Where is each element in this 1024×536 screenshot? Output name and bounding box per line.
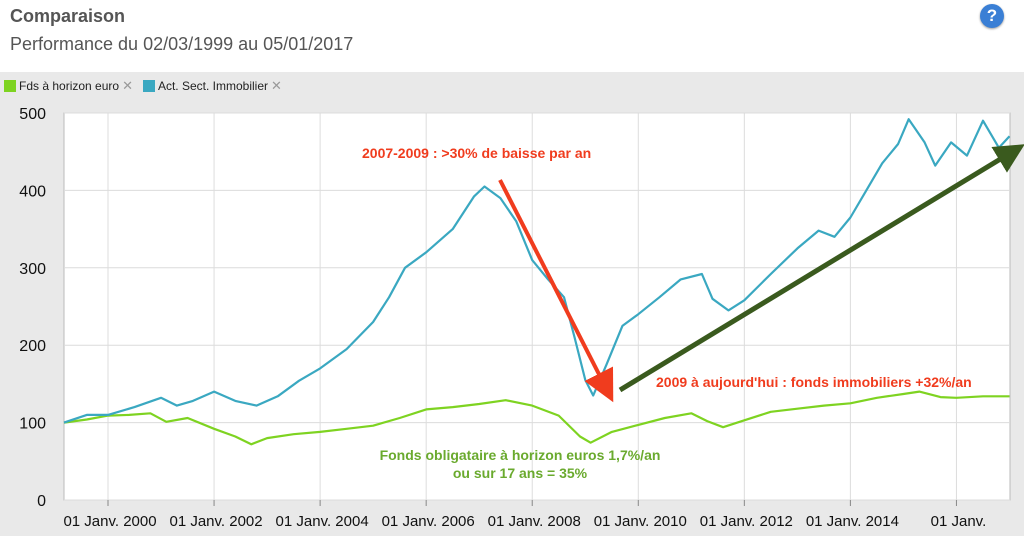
x-tick-label: 01 Janv. xyxy=(931,513,987,530)
x-tick-label: 01 Janv. 2000 xyxy=(63,513,156,530)
y-tick-label: 100 xyxy=(19,416,46,433)
series-line-bonds xyxy=(63,390,1010,446)
annotation-recovery: 2009 à aujourd'hui : fonds immobiliers +… xyxy=(656,374,972,390)
close-icon[interactable]: ✕ xyxy=(271,78,282,93)
legend: Fds à horizon euro ✕ Act. Sect. Immobili… xyxy=(4,78,292,94)
x-tick-label: 01 Janv. 2010 xyxy=(594,513,687,530)
legend-swatch-realestate xyxy=(142,80,155,92)
help-icon[interactable]: ? xyxy=(980,4,1004,28)
crash-arrow xyxy=(498,179,614,403)
annotation-bonds-line1: Fonds obligataire à horizon euros 1,7%/a… xyxy=(380,447,661,463)
y-tick-label: 300 xyxy=(19,261,46,278)
legend-label-bonds: Fds à horizon euro xyxy=(19,79,120,93)
legend-item-realestate[interactable]: Act. Sect. Immobilier ✕ xyxy=(142,78,282,94)
close-icon[interactable]: ✕ xyxy=(122,78,133,93)
annotation-crash: 2007-2009 : >30% de baisse par an xyxy=(362,145,591,161)
annotation-bonds-line2: ou sur 17 ans = 35% xyxy=(453,465,588,481)
y-axis: 0 100 200 300 400 500 xyxy=(19,106,46,510)
series-line-realestate xyxy=(63,118,1011,424)
x-tick-label: 01 Janv. 2002 xyxy=(169,513,262,530)
x-axis: 01 Janv. 2000 01 Janv. 2002 01 Janv. 2004 0… xyxy=(63,500,986,530)
recovery-arrow xyxy=(618,144,1024,393)
page-title: Comparaison xyxy=(10,6,126,26)
y-tick-label: 400 xyxy=(19,183,46,200)
series-lines xyxy=(63,118,1011,446)
x-tick-label: 01 Janv. 2014 xyxy=(806,513,899,530)
plot-area xyxy=(63,112,1011,501)
y-tick-label: 0 xyxy=(37,493,46,510)
legend-label-realestate: Act. Sect. Immobilier xyxy=(157,79,268,93)
x-tick-label: 01 Janv. 2008 xyxy=(488,513,581,530)
x-tick-label: 01 Janv. 2012 xyxy=(700,513,793,530)
grid xyxy=(64,112,1010,501)
y-tick-label: 500 xyxy=(19,106,46,123)
x-tick-label: 01 Janv. 2004 xyxy=(276,513,369,530)
page-subtitle: Performance du 02/03/1999 au 05/01/2017 xyxy=(10,34,354,54)
y-tick-label: 200 xyxy=(19,338,46,355)
legend-swatch-bonds xyxy=(4,80,16,92)
legend-item-bonds[interactable]: Fds à horizon euro ✕ xyxy=(4,78,133,94)
x-tick-label: 01 Janv. 2006 xyxy=(382,513,475,530)
